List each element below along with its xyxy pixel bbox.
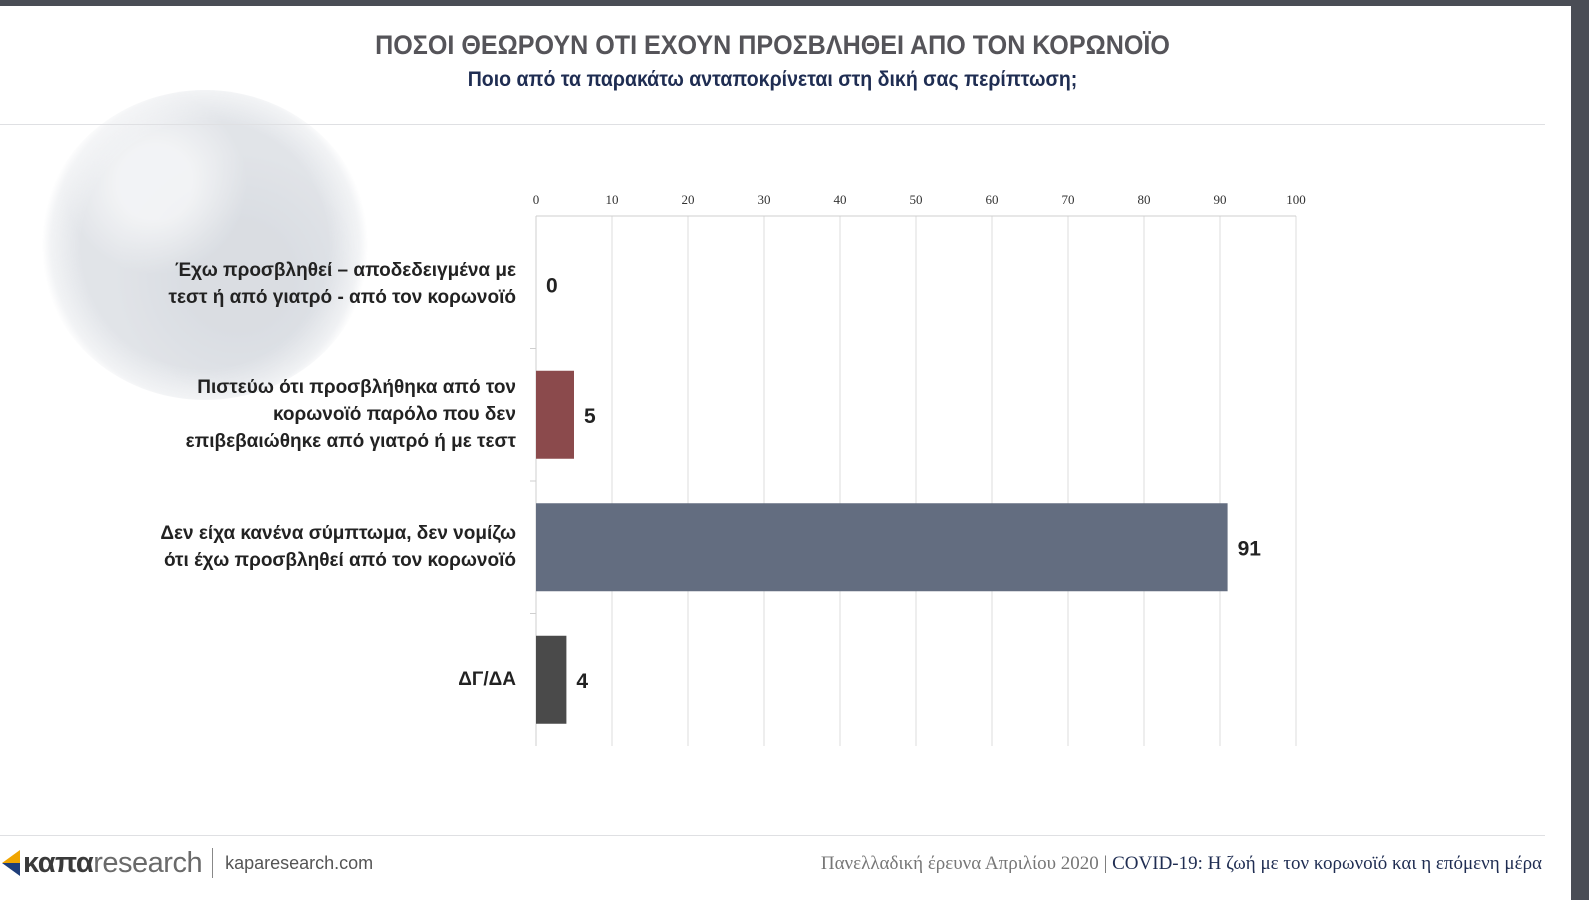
x-tick-label: 0 <box>533 192 540 207</box>
header-divider <box>0 124 1545 125</box>
caption-separator: | <box>1103 853 1108 874</box>
category-label-line: επιβεβαιώθηκε από γιατρό ή με τεστ <box>185 431 516 453</box>
data-label: 0 <box>546 274 558 297</box>
category-label-line: Έχω προσβληθεί – αποδεδειγμένα με <box>174 260 516 282</box>
x-tick-label: 10 <box>606 192 619 207</box>
bar <box>536 370 574 459</box>
chart-title: ΠΟΣΟΙ ΘΕΩΡΟΥΝ ΟΤΙ ΕΧΟΥΝ ΠΡΟΣΒΛΗΘΕΙ ΑΠΟ Τ… <box>375 30 1170 60</box>
x-tick-label: 30 <box>758 192 771 207</box>
category-label-line: ΔΓ/ΔΑ <box>458 669 516 691</box>
window-frame-right <box>1571 0 1589 900</box>
category-label: ΔΓ/ΔΑ <box>96 666 516 693</box>
category-label: Δεν είχα κανένα σύμπτωμα, δεν νομίζω ότι … <box>96 520 516 574</box>
chart-subtitle: Ποιο από τα παρακάτω ανταποκρίνεται στη … <box>467 68 1078 91</box>
category-label-line: ότι έχω προσβληθεί από τον κορωνοϊό <box>163 550 516 572</box>
kapa-research-logo: καπαresearch kaparesearch.com <box>2 845 373 881</box>
logo-mark-icon <box>2 848 20 878</box>
x-tick-label: 20 <box>682 192 695 207</box>
website-url: kaparesearch.com <box>225 852 374 873</box>
x-tick-label: 60 <box>986 192 999 207</box>
study-title: COVID-19: Η ζωή με τον κορωνοϊό και η επ… <box>1112 853 1542 874</box>
data-label: 4 <box>576 670 588 693</box>
data-label: 91 <box>1238 537 1262 560</box>
bar <box>536 503 1228 592</box>
category-label: Έχω προσβληθεί – αποδεδειγμένα με τεστ ή … <box>96 257 516 311</box>
footer-caption: Πανελλαδική έρευνα Απριλίου 2020 | COVID… <box>821 853 1542 875</box>
category-label: Πιστεύω ότι προσβλήθηκα από τον κορωνοϊό … <box>96 374 516 455</box>
window-frame-top <box>0 0 1589 6</box>
x-tick-label: 100 <box>1286 192 1306 207</box>
logo-wordmark: καπαresearch <box>23 846 203 879</box>
bar <box>536 635 567 724</box>
category-label-line: κορωνοϊό παρόλο που δεν <box>272 404 516 426</box>
footer-divider <box>0 835 1545 836</box>
category-label-line: Πιστεύω ότι προσβλήθηκα από τον <box>197 377 516 399</box>
category-label-line: τεστ ή από γιατρό - από τον κορωνοϊό <box>168 287 516 309</box>
x-tick-label: 90 <box>1214 192 1227 207</box>
x-tick-label: 70 <box>1062 192 1075 207</box>
x-tick-label: 40 <box>834 192 847 207</box>
category-label-line: Δεν είχα κανένα σύμπτωμα, δεν νομίζω <box>160 523 516 545</box>
data-label: 5 <box>584 405 596 428</box>
virus-background-image <box>40 90 370 400</box>
x-tick-label: 50 <box>910 192 923 207</box>
survey-name: Πανελλαδική έρευνα Απριλίου 2020 <box>820 853 1099 874</box>
logo-separator <box>212 848 214 878</box>
x-tick-label: 80 <box>1138 192 1151 207</box>
